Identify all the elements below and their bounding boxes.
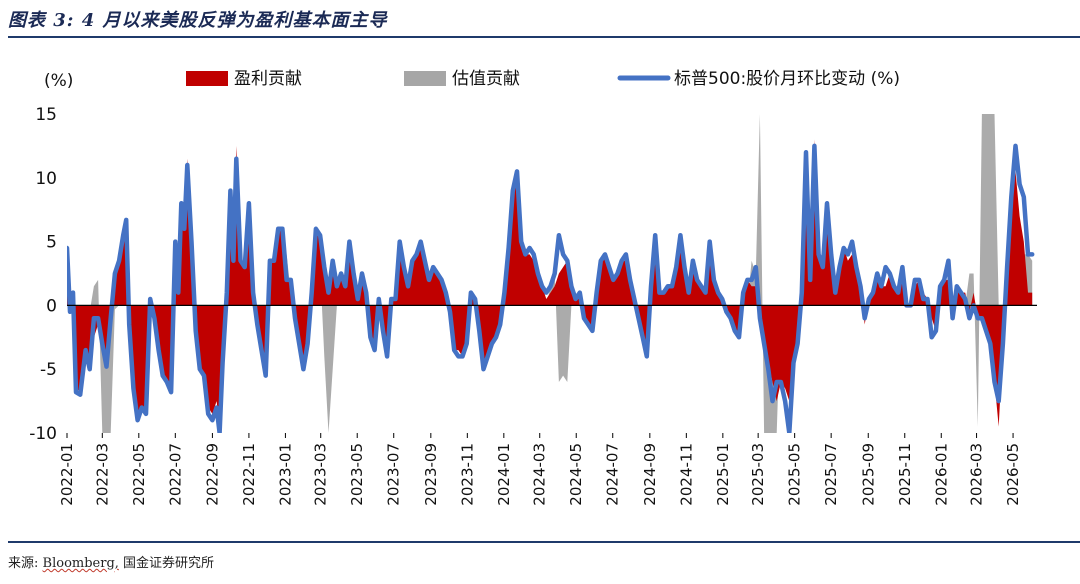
x-tick-label: 2024-09 xyxy=(641,443,659,506)
x-tick-label: 2025-01 xyxy=(714,443,732,506)
x-tick-label: 2023-05 xyxy=(348,443,366,506)
source-brand: Bloomberg, xyxy=(42,556,119,571)
x-tick-label: 2022-01 xyxy=(58,443,76,506)
legend-label: 盈利贡献 xyxy=(234,69,302,89)
x-tick-label: 2026-03 xyxy=(968,443,986,506)
x-tick-label: 2025-05 xyxy=(786,443,804,506)
series-line-sp500 xyxy=(67,143,1035,433)
legend-swatch xyxy=(186,71,228,86)
plot-areas xyxy=(67,114,1033,433)
x-tick-label: 2023-11 xyxy=(458,443,476,506)
legend: 盈利贡献 估值贡献 标普500:股价月环比变动 (%) xyxy=(186,69,900,89)
x-tick-label: 2023-07 xyxy=(385,443,403,506)
x-tick-label: 2025-07 xyxy=(822,443,840,506)
x-tick-label: 2022-05 xyxy=(130,443,148,506)
y-tick-label: 0 xyxy=(46,296,57,316)
y-tick-label: 5 xyxy=(46,233,57,253)
source-note: 来源: Bloomberg, 国金证券研究所 xyxy=(8,552,214,571)
source-prefix: 来源: xyxy=(8,556,39,571)
legend-swatch xyxy=(404,71,446,86)
x-tick-label: 2025-11 xyxy=(896,443,914,506)
x-tick-label: 2023-09 xyxy=(422,443,440,506)
x-tick-label: 2024-05 xyxy=(567,443,585,506)
y-tick-label: 10 xyxy=(35,169,57,189)
x-tick-label: 2023-03 xyxy=(312,443,330,506)
y-tick-label: -10 xyxy=(29,424,57,444)
x-tick-label: 2026-05 xyxy=(1004,443,1022,506)
y-tick-label: -5 xyxy=(40,360,57,380)
axes: -10 -5 0 5 10 15 (%) 2022-01 2022-03 2022-05 2022-… xyxy=(29,71,1037,506)
figure-title: 图表 3: 4 月以来美股反弹为盈利基本面主导 xyxy=(8,10,388,31)
x-tick-label: 2022-03 xyxy=(93,443,111,506)
x-tick-label: 2026-01 xyxy=(932,443,950,506)
series-area-earnings xyxy=(67,139,1033,427)
x-tick-label: 2024-11 xyxy=(677,443,695,506)
legend-label: 标普500:股价月环比变动 (%) xyxy=(674,69,900,89)
bottom-rule xyxy=(8,541,1080,543)
x-tick-label: 2024-03 xyxy=(531,443,549,506)
top-rule xyxy=(8,36,1080,38)
x-tick-label: 2024-07 xyxy=(604,443,622,506)
x-tick-label: 2022-09 xyxy=(203,443,221,506)
y-unit-label: (%) xyxy=(44,71,73,91)
legend-label: 估值贡献 xyxy=(452,69,520,89)
x-tick-label: 2023-01 xyxy=(276,443,294,506)
y-tick-label: 15 xyxy=(35,105,57,125)
source-org: 国金证券研究所 xyxy=(123,556,215,571)
x-tick-label: 2022-11 xyxy=(240,443,258,506)
x-tick-label: 2024-01 xyxy=(495,443,513,506)
x-tick-label: 2025-03 xyxy=(749,443,767,506)
plot-line-layer xyxy=(67,143,1035,433)
x-tick-label: 2025-09 xyxy=(859,443,877,506)
x-tick-label: 2022-07 xyxy=(166,443,184,506)
